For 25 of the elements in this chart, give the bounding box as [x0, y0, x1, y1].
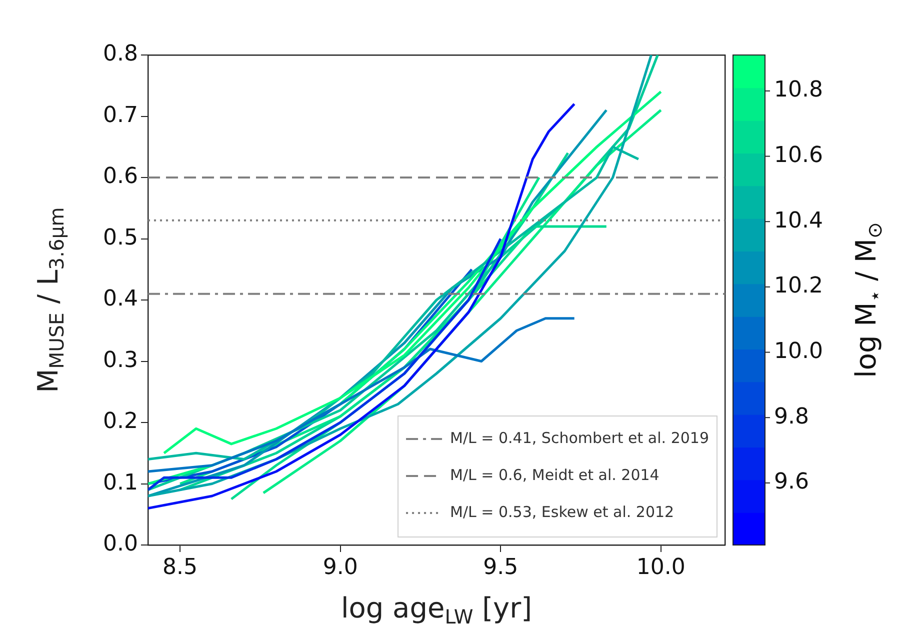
x-tick-label: 9.5 [483, 554, 518, 580]
y-tick-label: 0.2 [103, 409, 138, 434]
color-bar-title: log M⋆ / M⊙ [849, 222, 886, 378]
y-tick-label: 0.8 [103, 42, 138, 67]
y-tick-label: 0.6 [103, 164, 138, 190]
legend-label: M/L = 0.53, Eskew et al. 2012 [450, 502, 674, 521]
y-tick-label: 0.4 [103, 286, 138, 312]
color-bar-label: 10.8 [774, 78, 823, 103]
y-tick-label: 0.0 [103, 532, 138, 557]
y-tick-label: 0.5 [103, 225, 138, 250]
legend-label: M/L = 0.6, Meidt et al. 2014 [450, 466, 660, 484]
y-axis-title: MMUSE / L3.6μm [31, 207, 68, 393]
color-bar-label: 9.8 [774, 404, 809, 430]
y-tick-label: 0.1 [103, 470, 138, 496]
color-bar-label: 9.6 [774, 470, 809, 495]
color-bar-label: 10.0 [774, 338, 823, 364]
legend-label: M/L = 0.41, Schombert et al. 2019 [450, 428, 710, 447]
color-bar-label: 10.6 [774, 142, 823, 168]
x-tick-label: 9.0 [322, 554, 358, 580]
color-bar-label: 10.2 [774, 274, 823, 299]
color-bar-label: 10.4 [774, 208, 823, 234]
x-tick-label: 10.0 [636, 554, 686, 580]
y-tick-label: 0.3 [103, 348, 138, 373]
x-tick-label: 8.5 [162, 554, 198, 580]
y-tick-label: 0.7 [103, 102, 138, 128]
